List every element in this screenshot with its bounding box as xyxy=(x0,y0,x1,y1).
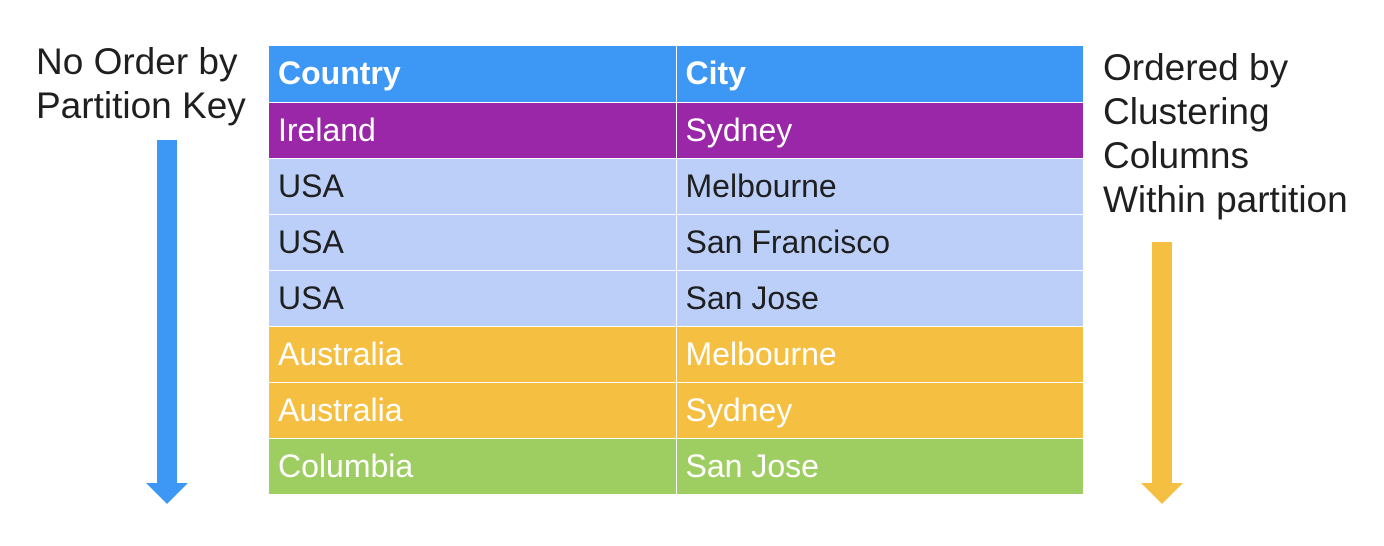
header-city: City xyxy=(676,46,1083,103)
clustering-label-line-3: Columns xyxy=(1103,135,1249,176)
table-row: Australia Sydney xyxy=(269,382,1083,439)
country-cell: USA xyxy=(269,158,677,215)
clustering-columns-label: Ordered by Clustering Columns Within par… xyxy=(1103,46,1348,222)
city-cell: San Jose xyxy=(676,438,1083,495)
left-arrow-shape xyxy=(146,140,188,504)
table-header-row: Country City xyxy=(269,46,1083,103)
country-cell: Australia xyxy=(269,382,677,439)
country-cell: Ireland xyxy=(269,102,677,159)
header-country: Country xyxy=(269,46,677,103)
city-cell: Sydney xyxy=(676,102,1083,159)
partition-key-label: No Order by Partition Key xyxy=(36,40,246,128)
country-cell: USA xyxy=(269,270,677,327)
table-row: USA San Francisco xyxy=(269,214,1083,271)
city-cell: San Jose xyxy=(676,270,1083,327)
table-row: USA Melbourne xyxy=(269,158,1083,215)
down-arrow-icon-right xyxy=(1141,242,1183,504)
partition-key-label-line-2: Partition Key xyxy=(36,85,246,126)
partition-table: Country City Ireland Sydney USA Melbourn… xyxy=(269,46,1083,495)
city-cell: San Francisco xyxy=(676,214,1083,271)
partition-key-label-line-1: No Order by xyxy=(36,41,238,82)
clustering-label-line-1: Ordered by xyxy=(1103,47,1289,88)
city-cell: Melbourne xyxy=(676,326,1083,383)
table-row: Ireland Sydney xyxy=(269,102,1083,159)
city-cell: Melbourne xyxy=(676,158,1083,215)
table-row: USA San Jose xyxy=(269,270,1083,327)
city-cell: Sydney xyxy=(676,382,1083,439)
right-arrow-shape xyxy=(1141,242,1183,504)
table-row: Australia Melbourne xyxy=(269,326,1083,383)
down-arrow-icon-left xyxy=(146,140,188,504)
table-row: Columbia San Jose xyxy=(269,438,1083,495)
clustering-label-line-2: Clustering xyxy=(1103,91,1270,132)
country-cell: Australia xyxy=(269,326,677,383)
clustering-label-line-4: Within partition xyxy=(1103,179,1348,220)
country-cell: USA xyxy=(269,214,677,271)
country-cell: Columbia xyxy=(269,438,677,495)
